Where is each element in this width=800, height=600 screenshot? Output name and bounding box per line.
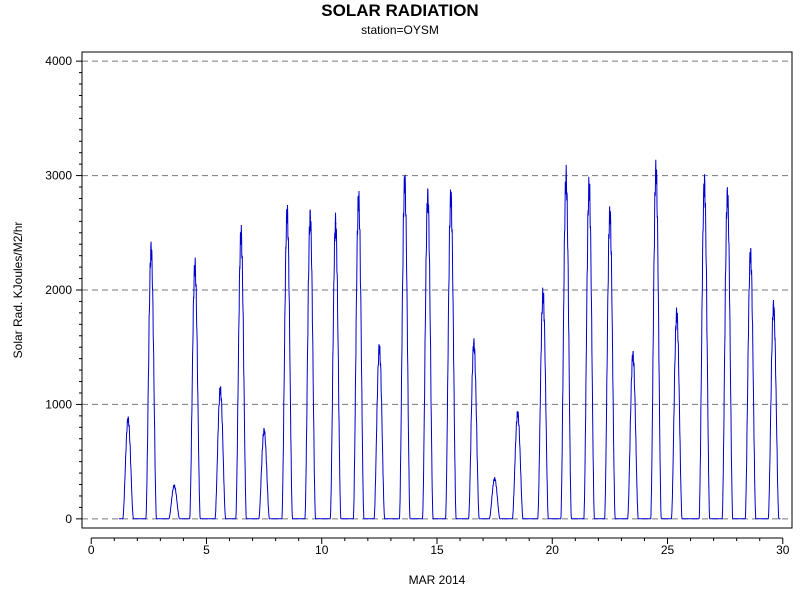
daily-peak-point <box>565 177 567 179</box>
daily-peak-point <box>173 484 176 487</box>
x-tick-label: 15 <box>430 543 444 557</box>
series-layer <box>118 159 781 520</box>
x-tick-label: 0 <box>88 543 95 557</box>
x-axis-title: MAR 2014 <box>409 573 466 587</box>
daily-peak-point <box>473 342 475 345</box>
daily-peak-point <box>194 265 196 267</box>
daily-peak-point <box>655 170 657 172</box>
daily-peak-point <box>403 181 406 184</box>
daily-peak-point <box>240 233 242 235</box>
x-tick-label: 20 <box>546 543 560 557</box>
daily-peak-point <box>378 347 381 350</box>
daily-peak-point <box>357 198 360 201</box>
y-tick-label: 1000 <box>45 397 72 411</box>
daily-peak-point <box>588 186 590 188</box>
daily-peak-point <box>150 249 152 251</box>
daily-peak-point <box>516 412 519 415</box>
daily-peak-point <box>286 212 288 215</box>
daily-peak-point <box>127 418 129 421</box>
daily-peak-point <box>703 183 706 186</box>
x-tick-label: 10 <box>315 543 329 557</box>
daily-peak-point <box>542 293 544 296</box>
daily-peak-point <box>609 213 611 216</box>
y-tick-label: 3000 <box>45 169 72 183</box>
daily-peak-point <box>219 388 222 391</box>
x-tick-label: 30 <box>776 543 790 557</box>
daily-peak-point <box>772 306 775 308</box>
chart-subtitle: station=OYSM <box>361 23 439 37</box>
x-tick-label: 25 <box>661 543 675 557</box>
axes: 0 1000 2000 3000 4000 0 5 10 15 20 25 30 <box>45 54 789 557</box>
grid-lines <box>82 60 792 520</box>
daily-peak-point <box>749 253 752 256</box>
daily-peak-point <box>675 313 678 315</box>
daily-peak-point <box>334 222 337 225</box>
daily-peak-point <box>450 196 452 199</box>
y-tick-label: 4000 <box>45 54 72 68</box>
x-tick-label: 5 <box>203 543 210 557</box>
y-tick-label: 0 <box>65 512 72 526</box>
daily-peak-point <box>263 429 265 432</box>
chart-title: SOLAR RADIATION <box>321 1 479 20</box>
daily-peak-point <box>726 195 729 197</box>
solar-radiation-line <box>118 159 781 520</box>
daily-peak-point <box>493 477 496 480</box>
y-axis-title: Solar Rad. KJoules/M2/hr <box>11 222 25 359</box>
daily-peak-point <box>632 354 634 357</box>
y-tick-label: 2000 <box>45 283 72 297</box>
daily-peak-point <box>426 196 429 199</box>
daily-peak-point <box>309 217 312 219</box>
